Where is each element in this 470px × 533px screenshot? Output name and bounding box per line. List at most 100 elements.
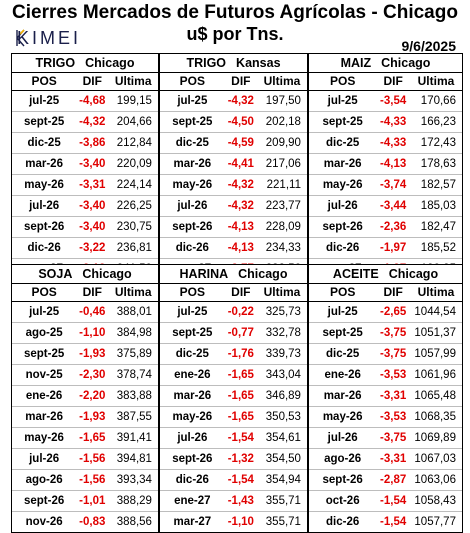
position-cell: jul-26: [177, 200, 208, 212]
position-cell: may-26: [172, 411, 213, 423]
dif-cell: -2,36: [380, 221, 407, 233]
dif-cell: -4,13: [227, 242, 254, 254]
table-row: ene-27 -1,43 355,71: [160, 491, 307, 512]
position-cell: ene-27: [174, 495, 211, 507]
dif-cell: -4,32: [79, 116, 106, 128]
dif-cell: -3,53: [380, 369, 407, 381]
position-cell: mar-26: [323, 390, 362, 402]
ultima-cell: 202,18: [265, 116, 301, 128]
panel-title: SOJA Chicago: [12, 265, 158, 284]
position-cell: sept-26: [172, 221, 213, 233]
commodity-name: SOJA: [38, 267, 73, 281]
table-row: jul-26 -1,56 394,81: [12, 449, 158, 470]
position-cell: jul-26: [327, 200, 358, 212]
logo-mark-icon: [16, 29, 25, 47]
dif-cell: -4,33: [380, 116, 407, 128]
table-row: jul-25 -4,68 199,15: [12, 91, 158, 112]
column-header-row: POS DIF Ultima: [309, 284, 462, 302]
dif-cell: -3,22: [79, 242, 106, 254]
table-row: dic-25 -1,76 339,73: [160, 344, 307, 365]
dif-cell: -1,65: [227, 390, 254, 402]
position-cell: nov-25: [25, 369, 63, 381]
table-row: mar-27 -1,10 355,71: [160, 512, 307, 532]
table-row: may-26 -1,65 350,53: [160, 407, 307, 428]
table-row: mar-26 -3,40 220,09: [12, 154, 158, 175]
column-header-pos: POS: [31, 74, 57, 88]
ultima-cell: 1068,35: [414, 411, 456, 423]
dif-cell: -0,77: [227, 327, 254, 339]
dif-cell: -3,53: [380, 411, 407, 423]
ultima-cell: 1067,03: [414, 453, 456, 465]
table-row: jul-26 -3,44 185,03: [309, 196, 462, 217]
table-row: sept-26 -1,01 388,29: [12, 491, 158, 512]
position-cell: may-26: [322, 179, 363, 191]
table-row: dic-26 -3,22 236,81: [12, 238, 158, 259]
dif-cell: -4,68: [79, 95, 106, 107]
table-row: may-26 -3,31 224,14: [12, 175, 158, 196]
ultima-cell: 1065,48: [414, 390, 456, 402]
ultima-cell: 355,71: [265, 495, 301, 507]
position-cell: mar-26: [173, 158, 212, 170]
position-cell: ago-25: [25, 327, 63, 339]
table-row: ago-26 -1,56 393,34: [12, 470, 158, 491]
dif-cell: -1,65: [79, 432, 106, 444]
column-header-row: POS DIF Ultima: [160, 284, 307, 302]
column-header-ultima: Ultima: [114, 74, 152, 88]
ultima-cell: 387,55: [116, 411, 152, 423]
panel-trigo-chicago: TRIGO Chicago POS DIF Ultima jul-25 -4,68 199,1…: [11, 53, 159, 301]
ultima-cell: 221,11: [266, 179, 301, 191]
ultima-cell: 209,90: [265, 137, 301, 149]
position-cell: jul-26: [29, 453, 60, 465]
position-cell: dic-25: [326, 348, 360, 360]
position-cell: ago-26: [324, 453, 362, 465]
dif-cell: -2,20: [79, 390, 106, 402]
dif-cell: -2,87: [380, 474, 407, 486]
dif-cell: -1,43: [227, 495, 254, 507]
ultima-cell: 212,84: [116, 137, 152, 149]
dif-cell: -1,93: [79, 348, 106, 360]
position-cell: mar-27: [173, 516, 212, 528]
dif-cell: -1,01: [79, 495, 106, 507]
commodity-name: TRIGO: [35, 56, 76, 70]
column-header-pos: POS: [179, 74, 205, 88]
ultima-cell: 354,61: [265, 432, 301, 444]
commodity-name: HARINA: [179, 267, 229, 281]
column-header-ultima: Ultima: [263, 74, 301, 88]
ultima-cell: 354,50: [265, 453, 301, 465]
dif-cell: -4,13: [380, 158, 407, 170]
position-cell: mar-26: [173, 390, 212, 402]
ultima-cell: 1063,06: [414, 474, 456, 486]
dif-cell: -1,65: [227, 369, 254, 381]
position-cell: dic-26: [27, 242, 61, 254]
commodity-name: MAIZ: [340, 56, 372, 70]
ultima-cell: 217,06: [265, 158, 301, 170]
table-row: ene-26 -1,65 343,04: [160, 365, 307, 386]
ultima-cell: 199,15: [116, 95, 152, 107]
panel-soja-chicago: SOJA Chicago POS DIF Ultima jul-25 -0,46 388,01…: [11, 264, 159, 533]
ultima-cell: 178,63: [420, 158, 456, 170]
ultima-cell: 226,25: [116, 200, 152, 212]
position-cell: jul-25: [29, 95, 60, 107]
ultima-cell: 339,73: [265, 348, 301, 360]
position-cell: sept-26: [23, 495, 65, 507]
dif-cell: -1,93: [79, 411, 106, 423]
ultima-cell: 197,50: [265, 95, 301, 107]
column-header-row: POS DIF Ultima: [160, 73, 307, 91]
ultima-cell: 1051,37: [414, 327, 456, 339]
ultima-cell: 170,66: [420, 95, 456, 107]
report-date: 9/6/2025: [401, 38, 457, 54]
dif-cell: -4,32: [227, 95, 254, 107]
dif-cell: -3,31: [380, 390, 407, 402]
column-header-row: POS DIF Ultima: [12, 284, 158, 302]
table-row: dic-25 -4,33 172,43: [309, 133, 462, 154]
table-row: sept-25 -3,75 1051,37: [309, 323, 462, 344]
dif-cell: -4,32: [227, 200, 254, 212]
table-row: may-26 -1,65 391,41: [12, 428, 158, 449]
commodity-name: ACEITE: [332, 267, 379, 281]
table-row: nov-26 -0,83 388,56: [12, 512, 158, 532]
position-cell: sept-26: [322, 221, 363, 233]
table-row: mar-26 -1,65 346,89: [160, 386, 307, 407]
dif-cell: -1,32: [227, 453, 254, 465]
panel-title: HARINA Chicago: [160, 265, 307, 284]
panel-harina-chicago: HARINA Chicago POS DIF Ultima jul-25 -0,22 325,…: [159, 264, 308, 533]
